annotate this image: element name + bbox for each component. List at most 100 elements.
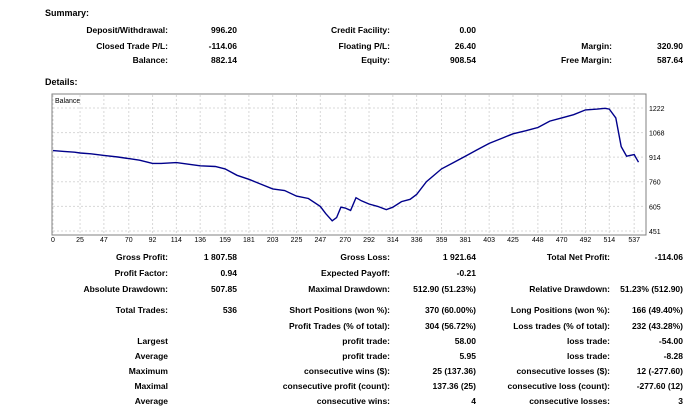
average-label: Average	[134, 351, 168, 361]
x-tick-label: 359	[436, 237, 448, 244]
long-positions-label: Long Positions (won %):	[510, 305, 610, 315]
gross-loss-value: 1 921.64	[442, 252, 476, 262]
margin-value: 320.90	[657, 41, 683, 51]
x-tick-label: 0	[51, 237, 55, 244]
average-profit-label: profit trade:	[342, 351, 390, 361]
max-consecutive-losses-label: consecutive losses ($):	[516, 366, 610, 376]
chart-legend-balance: Balance	[55, 98, 80, 105]
balance-value: 882.14	[211, 55, 237, 65]
floating-pl-label: Floating P/L:	[338, 41, 390, 51]
y-tick-label: 605	[649, 204, 661, 211]
x-tick-label: 181	[243, 237, 255, 244]
x-tick-label: 159	[219, 237, 231, 244]
avg-consecutive-losses-label: consecutive losses:	[529, 396, 610, 406]
margin-label: Margin:	[581, 41, 612, 51]
profit-trades-value: 304 (56.72%)	[424, 321, 476, 331]
average-loss-value: -8.28	[663, 351, 683, 361]
profit-factor-value: 0.94	[220, 268, 237, 278]
free-margin-value: 587.64	[657, 55, 683, 65]
x-tick-label: 292	[363, 237, 375, 244]
gross-loss-label: Gross Loss:	[340, 252, 390, 262]
total-trades-value: 536	[222, 305, 237, 315]
details-heading: Details:	[45, 77, 78, 87]
x-tick-label: 492	[580, 237, 592, 244]
absolute-drawdown-label: Absolute Drawdown:	[83, 284, 168, 294]
x-tick-label: 314	[387, 237, 399, 244]
loss-trades-value: 232 (43.28%)	[631, 321, 683, 331]
x-tick-label: 537	[628, 237, 640, 244]
x-tick-label: 225	[291, 237, 303, 244]
largest-profit-value: 58.00	[454, 336, 476, 346]
maximal-consecutive-profit-label: consecutive profit (count):	[282, 381, 390, 391]
x-axis-ticks: 0 25 47 70 92 114 136 159 181 203 225 247 270 292 314 3…	[51, 237, 640, 244]
deposit-value: 996.20	[211, 25, 237, 35]
average-loss-label: loss trade:	[567, 351, 610, 361]
maximal-label: Maximal	[134, 381, 168, 391]
average-consecutive-label: Average	[134, 396, 168, 406]
x-tick-label: 203	[267, 237, 279, 244]
x-tick-label: 25	[76, 237, 84, 244]
y-tick-label: 1068	[649, 131, 665, 138]
free-margin-label: Free Margin:	[560, 55, 612, 65]
largest-profit-label: profit trade:	[342, 336, 390, 346]
y-tick-label: 1222	[649, 106, 665, 113]
max-consecutive-wins-label: consecutive wins ($):	[304, 366, 390, 376]
total-trades-label: Total Trades:	[115, 305, 168, 315]
average-profit-value: 5.95	[459, 351, 476, 361]
credit-value: 0.00	[459, 25, 476, 35]
x-tick-label: 448	[532, 237, 544, 244]
x-tick-label: 425	[507, 237, 519, 244]
max-consecutive-wins-value: 25 (137.36)	[432, 366, 476, 376]
floating-pl-value: 26.40	[454, 41, 476, 51]
avg-consecutive-losses-value: 3	[678, 396, 683, 406]
relative-drawdown-value: 51.23% (512.90)	[620, 284, 683, 294]
credit-label: Credit Facility:	[330, 25, 390, 35]
x-tick-label: 114	[171, 237, 182, 244]
closed-pl-label: Closed Trade P/L:	[96, 41, 168, 51]
maximal-consecutive-profit-value: 137.36 (25)	[432, 381, 476, 391]
balance-series-line	[52, 107, 640, 222]
maximal-drawdown-value: 512.90 (51.23%)	[413, 284, 476, 294]
deposit-label: Deposit/Withdrawal:	[86, 25, 168, 35]
x-tick-label: 247	[314, 237, 326, 244]
maximal-drawdown-label: Maximal Drawdown:	[308, 284, 390, 294]
maximal-consecutive-loss-label: consecutive loss (count):	[507, 381, 611, 391]
largest-loss-label: loss trade:	[567, 336, 610, 346]
x-tick-label: 336	[411, 237, 423, 244]
summary-heading: Summary:	[45, 8, 90, 18]
x-tick-label: 470	[556, 237, 568, 244]
x-tick-label: 403	[483, 237, 495, 244]
x-tick-label: 270	[339, 237, 351, 244]
loss-trades-label: Loss trades (% of total):	[513, 321, 610, 331]
chart-grid	[52, 95, 645, 234]
x-tick-label: 514	[603, 237, 615, 244]
closed-pl-value: -114.06	[208, 41, 237, 51]
profit-factor-label: Profit Factor:	[114, 268, 168, 278]
avg-consecutive-wins-value: 4	[471, 396, 476, 406]
x-tick-label: 136	[194, 237, 206, 244]
largest-label: Largest	[137, 336, 168, 346]
x-tick-label: 381	[459, 237, 471, 244]
short-positions-value: 370 (60.00%)	[424, 305, 476, 315]
y-axis-ticks: 1222 1068 914 760 605 451	[649, 106, 665, 236]
equity-value: 908.54	[450, 55, 476, 65]
x-tick-label: 47	[100, 237, 108, 244]
x-tick-label: 70	[125, 237, 133, 244]
max-consecutive-losses-value: 12 (-277.60)	[636, 366, 683, 376]
expected-payoff-label: Expected Payoff:	[321, 268, 390, 278]
short-positions-label: Short Positions (won %):	[289, 305, 390, 315]
gross-profit-value: 1 807.58	[203, 252, 237, 262]
long-positions-value: 166 (49.40%)	[631, 305, 683, 315]
maximum-label: Maximum	[128, 366, 168, 376]
maximal-consecutive-loss-value: -277.60 (12)	[636, 381, 683, 391]
gross-profit-label: Gross Profit:	[116, 252, 168, 262]
y-tick-label: 451	[649, 229, 661, 236]
avg-consecutive-wins-label: consecutive wins:	[316, 396, 390, 406]
balance-label: Balance:	[132, 55, 168, 65]
y-tick-label: 760	[649, 180, 661, 187]
total-net-value: -114.06	[654, 252, 683, 262]
largest-loss-value: -54.00	[658, 336, 683, 346]
y-tick-label: 914	[649, 155, 661, 162]
equity-label: Equity:	[361, 55, 390, 65]
x-tick-label: 92	[149, 237, 157, 244]
